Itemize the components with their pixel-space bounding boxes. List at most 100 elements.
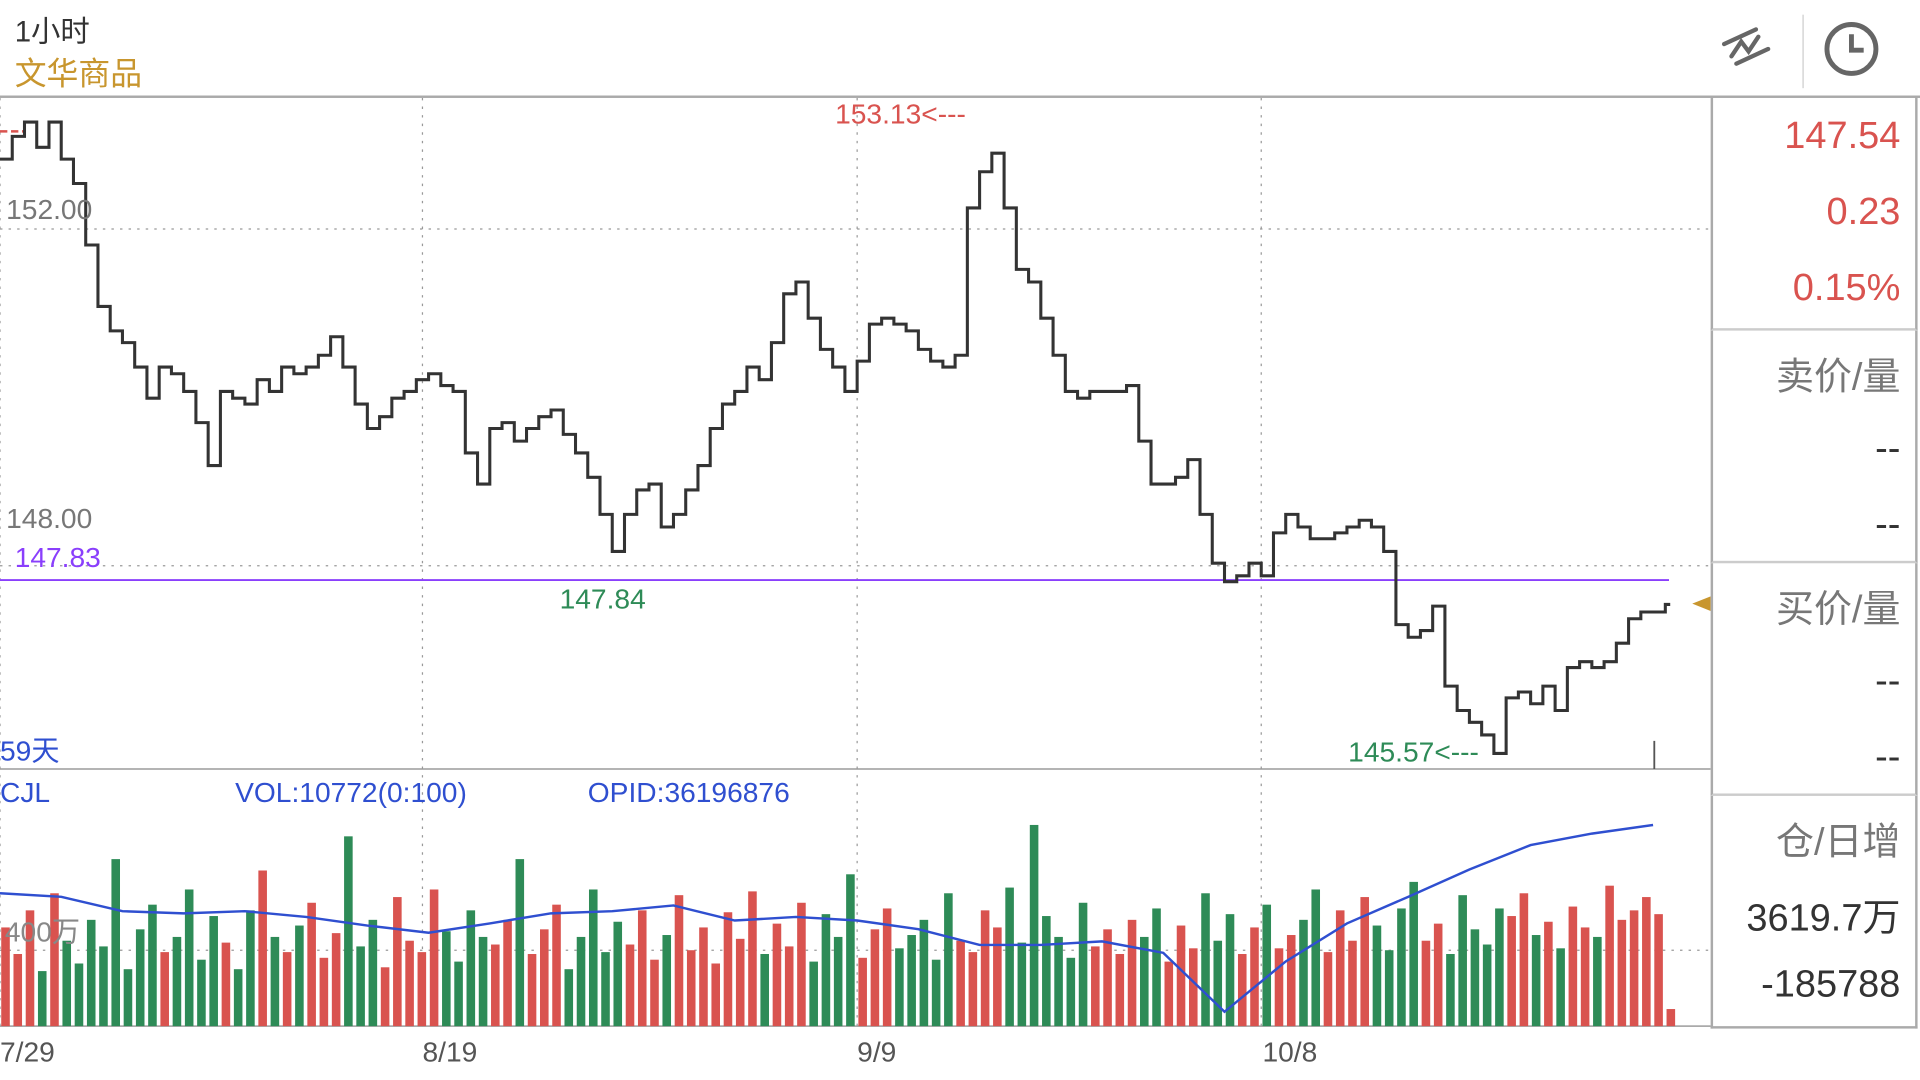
volume-bar	[1372, 925, 1382, 1027]
volume-bar	[784, 946, 794, 1027]
days-label: 59天	[0, 734, 60, 767]
volume-bar	[319, 957, 329, 1027]
clock-icon[interactable]	[1822, 20, 1881, 79]
open-interest-value: OPID:36196876	[587, 776, 790, 809]
grid-label-low: 148.00	[6, 502, 93, 534]
volume-bar	[1556, 948, 1565, 1027]
volume-bar	[466, 910, 476, 1027]
volume-bar	[123, 969, 133, 1027]
volume-bar	[907, 935, 916, 1027]
volume-bar	[1323, 952, 1333, 1027]
bid-price: --	[1875, 658, 1901, 702]
volume-bar	[760, 954, 769, 1027]
volume-bar	[135, 929, 145, 1027]
volume-bar	[1262, 904, 1272, 1027]
volume-bar	[454, 961, 463, 1027]
volume-bar	[13, 954, 23, 1027]
volume-bar	[1225, 914, 1235, 1027]
volume-bar	[1, 927, 10, 1027]
volume-bar	[1250, 927, 1259, 1027]
low-price-label: 147.84	[559, 582, 646, 615]
volume-bar	[797, 902, 806, 1027]
volume-bar	[1164, 961, 1174, 1027]
max-price-label: 153.13<---	[835, 97, 966, 130]
period-label[interactable]: 1小时	[14, 15, 90, 49]
volume-bar	[221, 942, 231, 1027]
volume-bar	[37, 971, 47, 1027]
volume-bar	[895, 948, 904, 1027]
volume-bar	[711, 963, 721, 1027]
price-change-pct: 0.15%	[1792, 265, 1901, 309]
volume-bar	[1152, 908, 1161, 1027]
volume-bar	[870, 929, 880, 1027]
volume-bar	[833, 936, 843, 1027]
oi-value: 3619.7万	[1746, 896, 1901, 940]
volume-bar	[233, 969, 243, 1027]
volume-bar	[588, 889, 598, 1027]
volume-bar	[625, 944, 635, 1027]
volume-bar	[1188, 948, 1198, 1027]
volume-bar	[564, 969, 574, 1027]
volume-bar	[944, 893, 953, 1027]
volume-bar	[270, 936, 280, 1027]
volume-bar	[184, 889, 194, 1027]
volume-bar	[1005, 887, 1014, 1027]
volume-bar	[368, 919, 378, 1027]
volume-bar	[1360, 897, 1369, 1027]
x-tick-label: 7/29	[0, 1035, 55, 1068]
volume-indicator-name[interactable]: CJL	[0, 776, 51, 809]
volume-bar	[846, 874, 855, 1027]
volume-bar	[772, 923, 782, 1027]
volume-bar	[295, 925, 304, 1027]
volume-value: VOL:10772(0:100)	[235, 776, 467, 809]
volume-bar	[1091, 946, 1100, 1027]
ask-label: 卖价/量	[1775, 355, 1901, 398]
ask-volume: --	[1875, 502, 1901, 545]
volume-bar	[1054, 936, 1063, 1027]
volume-bar	[331, 933, 341, 1027]
volume-bar	[1470, 929, 1480, 1027]
volume-bar	[527, 954, 537, 1027]
volume-bar	[1482, 944, 1492, 1027]
volume-bar	[25, 910, 35, 1027]
volume-bar	[356, 946, 365, 1027]
volume-bar	[246, 910, 255, 1027]
volume-bar	[1213, 940, 1223, 1027]
quote-panel: 147.54 0.23 0.15%	[1710, 96, 1918, 331]
volume-bar	[1409, 881, 1418, 1027]
volume-bar	[686, 950, 696, 1027]
volume-grid-label: 400万	[4, 915, 81, 948]
volume-bar	[393, 897, 402, 1027]
current-price-arrow-icon	[1692, 596, 1711, 612]
volume-bar	[552, 904, 561, 1027]
volume-bar	[1446, 954, 1455, 1027]
kline-chart[interactable]	[0, 0, 1711, 1080]
volume-bar	[1335, 910, 1345, 1027]
bid-volume: --	[1875, 734, 1901, 778]
volume-bar	[931, 959, 941, 1027]
volume-bar	[1580, 927, 1590, 1027]
volume-bar	[1029, 824, 1039, 1027]
grid-label-high: 152.00	[6, 193, 93, 226]
volume-bar	[1458, 895, 1467, 1027]
drawing-tool-icon[interactable]	[1719, 20, 1773, 74]
oi-label: 仓/日增	[1775, 820, 1901, 864]
ask-panel: 卖价/量 -- --	[1710, 330, 1918, 564]
volume-bar	[1348, 940, 1357, 1027]
x-tick-label: 10/8	[1262, 1035, 1318, 1068]
volume-bar	[405, 940, 414, 1027]
volume-bar	[62, 940, 72, 1027]
volume-bar	[307, 902, 316, 1027]
volume-bar	[699, 927, 708, 1027]
last-price: 147.54	[1784, 113, 1901, 157]
volume-bar	[1140, 936, 1149, 1027]
volume-bar	[1274, 948, 1284, 1027]
volume-bar	[662, 935, 672, 1027]
volume-bar	[1495, 908, 1504, 1027]
volume-bar	[674, 895, 684, 1027]
contract-source[interactable]: 文华商品	[14, 55, 143, 92]
volume-bar	[99, 946, 108, 1027]
volume-bar	[491, 944, 500, 1027]
volume-bar	[748, 891, 757, 1027]
